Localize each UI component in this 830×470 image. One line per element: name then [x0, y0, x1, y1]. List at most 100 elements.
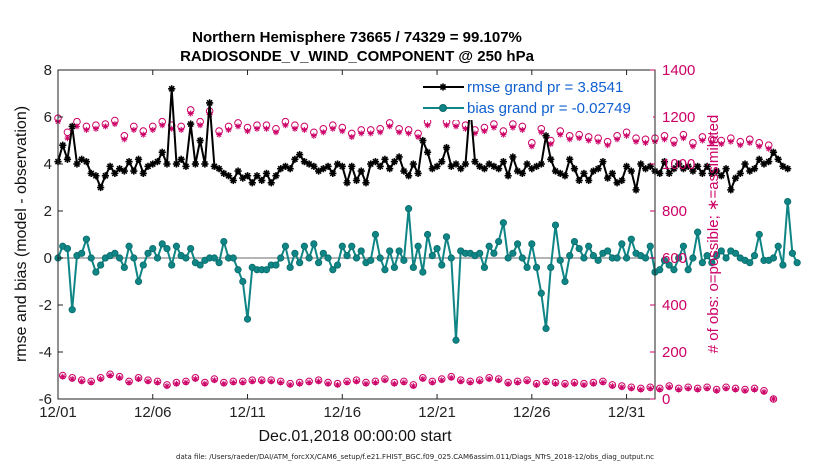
- bias-point: [239, 277, 247, 286]
- obs-assimilated-point: [400, 379, 407, 386]
- bias-point: [779, 261, 787, 269]
- obs-assimilated-point: [254, 125, 260, 132]
- bias-series: [54, 198, 801, 344]
- bias-point: [409, 263, 417, 271]
- x-tick-label: 12/26: [513, 404, 551, 421]
- rmse-point: [63, 155, 72, 163]
- rmse-point: [599, 158, 607, 166]
- bias-point: [656, 266, 664, 274]
- obs-assimilated-point: [713, 387, 720, 394]
- bias-point: [405, 205, 413, 213]
- rmse-point: [622, 162, 631, 170]
- x-tick-label: 12/11: [229, 404, 265, 421]
- obs-assimilated-point: [178, 126, 185, 133]
- bias-point: [689, 254, 697, 262]
- rmse-point: [296, 151, 304, 159]
- y-right-tick-label: 800: [662, 203, 687, 220]
- legend-box: [418, 78, 653, 120]
- obs-assimilated-point: [244, 128, 251, 135]
- obs-assimilated-point: [73, 123, 80, 130]
- bias-point: [793, 259, 801, 267]
- bias-point: [381, 266, 389, 274]
- rmse-point: [243, 172, 252, 180]
- obs-assimilated-point: [116, 374, 123, 381]
- rmse-point: [750, 165, 759, 173]
- obs-assimilated-point: [704, 385, 711, 392]
- bias-point: [589, 252, 598, 260]
- obs-assimilated-point: [154, 379, 161, 386]
- y-right-tick-label: 600: [662, 250, 687, 267]
- bias-point: [499, 219, 507, 227]
- bias-point: [712, 252, 721, 260]
- rmse-point: [329, 169, 337, 177]
- bias-point: [528, 240, 536, 248]
- obs-assimilated-point: [235, 123, 242, 130]
- obs-assimilated-point: [372, 379, 379, 386]
- y-axis-ticks: -6 -4 -2 0 2 4 6 8: [39, 62, 63, 408]
- rmse-point: [537, 160, 545, 168]
- rmse-point: [324, 162, 332, 170]
- rmse-point: [362, 179, 370, 187]
- y-tick-label: 2: [44, 203, 52, 220]
- bias-point: [670, 266, 678, 274]
- chart-title: Northern Hemisphere 73665 / 74329 = 99.1…: [192, 29, 522, 46]
- obs-assimilated-point: [561, 381, 568, 388]
- obs-assimilated-point: [102, 123, 109, 130]
- rmse-point: [196, 136, 204, 145]
- rmse-point: [604, 174, 612, 182]
- bias-point: [262, 266, 271, 274]
- rmse-point: [120, 167, 128, 175]
- obs-assimilated-point: [263, 125, 270, 132]
- bias-point: [163, 245, 171, 253]
- rmse-point: [594, 165, 602, 173]
- bias-point: [272, 261, 280, 269]
- rmse-point: [717, 172, 725, 180]
- rmse-point: [722, 165, 730, 173]
- bias-point: [618, 240, 626, 248]
- obs-assimilated-point: [481, 128, 488, 135]
- obs-assimilated-point: [666, 384, 673, 391]
- bias-point: [594, 256, 602, 264]
- obs-assimilated-point: [92, 125, 99, 132]
- bias-point: [604, 247, 612, 255]
- obs-assimilated-point: [486, 376, 493, 383]
- rmse-point: [215, 165, 223, 173]
- obs-assimilated-point: [614, 136, 621, 143]
- bias-point: [774, 242, 782, 250]
- obs-assimilated-point: [685, 385, 692, 392]
- bias-point: [234, 266, 242, 274]
- bias-point: [731, 249, 740, 257]
- y-right-tick-label: 0: [662, 391, 670, 408]
- bias-point: [338, 242, 346, 250]
- obs-assimilated-point: [225, 126, 232, 133]
- obs-assimilated-point: [642, 139, 649, 146]
- bias-point: [551, 221, 560, 229]
- legend-bias-marker: [439, 104, 447, 112]
- bias-point: [788, 249, 797, 257]
- rmse-point: [703, 162, 711, 170]
- bias-point: [168, 261, 176, 269]
- bias-point: [291, 249, 299, 257]
- rmse-point: [272, 172, 280, 180]
- obs-assimilated-point: [519, 126, 526, 133]
- rmse-point: [168, 85, 176, 93]
- obs-assimilated-point: [59, 373, 66, 380]
- bias-point: [532, 263, 541, 271]
- bias-point: [480, 263, 489, 271]
- bias-point: [570, 237, 579, 246]
- obs-assimilated-point: [377, 129, 384, 136]
- bias-point: [92, 268, 100, 276]
- rmse-point: [627, 167, 635, 175]
- x-axis-ticks: 12/01 12/06 12/11 12/16 12/21 12/26 12/31: [39, 70, 645, 421]
- bias-point: [537, 289, 545, 297]
- rmse-point: [741, 160, 749, 168]
- obs-assimilated-point: [538, 129, 545, 136]
- obs-assimilated-point: [514, 379, 521, 386]
- bias-point: [495, 237, 503, 246]
- bias-point: [561, 277, 569, 286]
- bias-point: [518, 254, 526, 262]
- bias-point: [566, 252, 574, 260]
- bias-point: [158, 240, 166, 248]
- rmse-point: [68, 122, 76, 130]
